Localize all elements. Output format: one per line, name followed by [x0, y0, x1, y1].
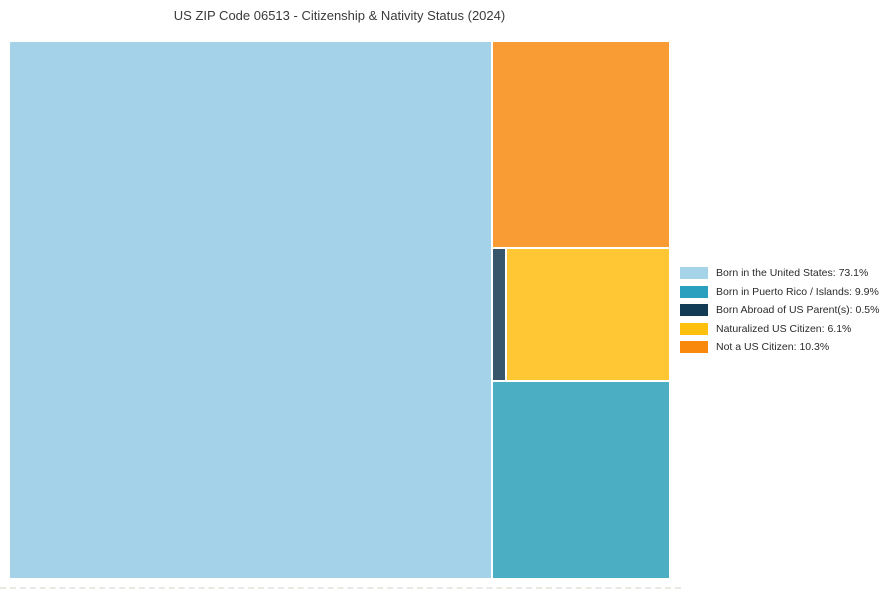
chart-title: US ZIP Code 06513 - Citizenship & Nativi…: [173, 8, 506, 23]
legend-swatch-not-us-citizen: [680, 341, 708, 354]
bottom-dashed-divider: [0, 587, 681, 589]
legend-swatch-born-abroad: [680, 304, 708, 317]
legend-label: Naturalized US Citizen: 6.1%: [716, 322, 852, 335]
legend-item-born-abroad: Born Abroad of US Parent(s): 0.5%: [680, 301, 879, 320]
treemap-rect-not-us-citizen[interactable]: [493, 42, 669, 247]
legend-item-not-us-citizen: Not a US Citizen: 10.3%: [680, 338, 879, 357]
legend-swatch-born-pr: [680, 285, 708, 298]
treemap-rect-born-us[interactable]: [10, 42, 491, 578]
legend-label: Born Abroad of US Parent(s): 0.5%: [716, 304, 880, 317]
legend-label: Not a US Citizen: 10.3%: [716, 341, 830, 354]
legend-label: Born in the United States: 73.1%: [716, 267, 869, 280]
legend-item-naturalized: Naturalized US Citizen: 6.1%: [680, 320, 879, 339]
legend-item-born-pr: Born in Puerto Rico / Islands: 9.9%: [680, 283, 879, 302]
treemap-rect-born-pr[interactable]: [493, 382, 669, 578]
treemap-plot-area: [10, 42, 669, 578]
legend-swatch-born-us: [680, 267, 708, 280]
legend: Born in the United States: 73.1% Born in…: [680, 264, 879, 357]
treemap-rect-naturalized[interactable]: [507, 249, 669, 380]
legend-item-born-us: Born in the United States: 73.1%: [680, 264, 879, 283]
legend-swatch-naturalized: [680, 322, 708, 335]
treemap-rect-born-abroad[interactable]: [493, 249, 505, 380]
legend-label: Born in Puerto Rico / Islands: 9.9%: [716, 285, 879, 298]
